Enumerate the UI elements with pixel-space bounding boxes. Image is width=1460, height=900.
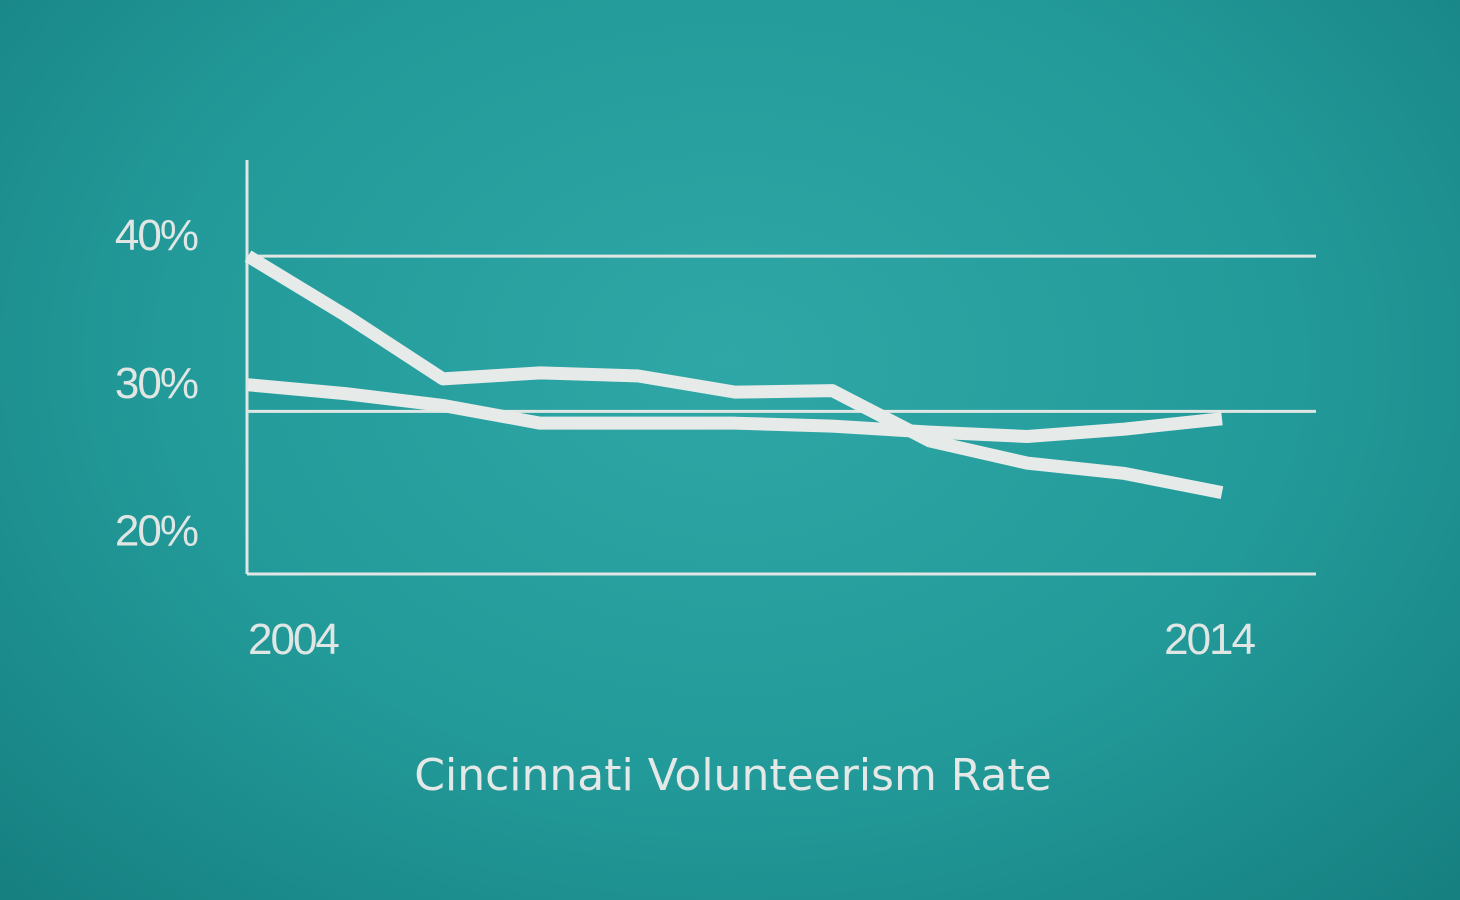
- y-tick-label: 30%: [115, 359, 198, 408]
- axes: [245, 160, 1316, 576]
- series-lines: [244, 250, 1224, 500]
- x-tick-labels: 2004 2014: [248, 615, 1258, 664]
- series-line-1: [244, 250, 1224, 500]
- x-tick-label: 2014: [1164, 615, 1255, 664]
- y-tick-label: 40%: [115, 211, 198, 260]
- series-line-2: [247, 378, 1223, 443]
- x-tick-label: 2004: [248, 615, 339, 664]
- y-tick-label: 20%: [115, 507, 198, 556]
- y-tick-labels: 40% 30% 20%: [115, 211, 200, 556]
- chart-title: Cincinnati Volunteerism Rate: [414, 750, 1051, 801]
- reference-lines: [247, 254, 1316, 413]
